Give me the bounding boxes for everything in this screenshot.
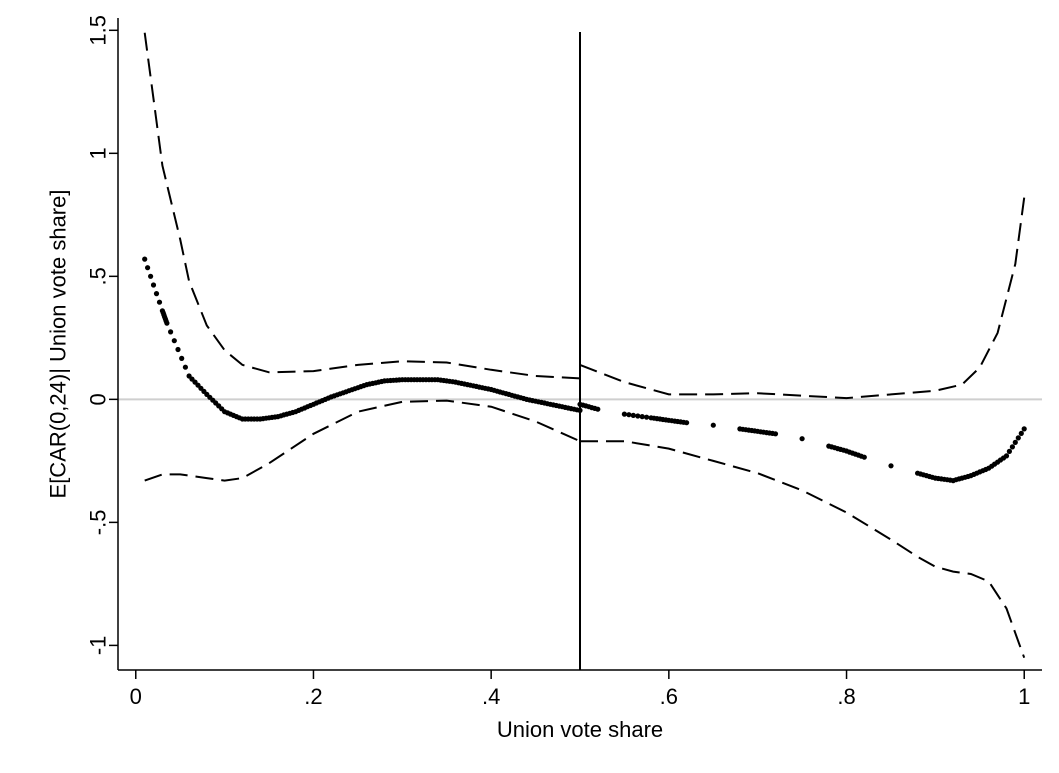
data-point [684, 420, 690, 426]
y-tick-label: -.5 [86, 510, 111, 536]
data-point [799, 436, 805, 442]
data-point [168, 329, 174, 335]
data-point [644, 414, 650, 420]
data-point [772, 431, 779, 437]
data-point [142, 256, 148, 262]
y-axis-title: E[CAR(0,24)| Union vote share] [46, 190, 71, 499]
data-point [150, 282, 157, 288]
data-point [1006, 448, 1013, 454]
data-point [175, 346, 181, 353]
data-point [595, 406, 601, 412]
x-tick-label: .8 [837, 684, 855, 709]
x-tick-label: .6 [660, 684, 678, 709]
data-point [630, 412, 636, 418]
x-tick-label: 0 [130, 684, 142, 709]
data-point [1009, 444, 1016, 450]
confidence-band-line-3 [144, 399, 581, 482]
x-tick-label: .2 [304, 684, 322, 709]
x-tick-label: 1 [1018, 684, 1030, 709]
x-axis-title: Union vote share [497, 717, 663, 742]
data-point [156, 299, 163, 305]
data-point [148, 273, 154, 279]
y-tick-label: 0 [86, 393, 111, 405]
data-point [179, 355, 185, 361]
data-point [621, 411, 628, 417]
data-point [182, 364, 188, 370]
data-point [888, 463, 894, 469]
data-point [1003, 453, 1010, 459]
data-point [626, 412, 632, 418]
axes: 0 .2 .4 .6 .8 1 -1 -.5 0 .5 1 1.5 [86, 15, 1042, 709]
y-tick-label: 1 [86, 147, 111, 159]
data-point [145, 265, 151, 271]
data-point [153, 291, 160, 297]
confidence-band-line-4 [580, 440, 1026, 659]
data-point [710, 422, 716, 428]
data-point [164, 320, 170, 326]
data-point [1012, 439, 1018, 445]
data-point [635, 413, 641, 419]
x-tick-label: .4 [482, 684, 500, 709]
confidence-band-line-1 [143, 32, 581, 380]
y-tick-label: 1.5 [86, 15, 111, 46]
data-point [171, 338, 177, 344]
confidence-band-line-2 [579, 197, 1026, 400]
fitted-points [142, 256, 1027, 484]
confidence-bands [143, 32, 1026, 659]
data-point [1018, 430, 1024, 436]
data-point [639, 414, 645, 420]
y-tick-label: .5 [86, 267, 111, 285]
data-point [1015, 435, 1021, 441]
data-point [861, 454, 867, 460]
y-tick-label: -1 [86, 636, 111, 656]
data-point [1021, 426, 1027, 432]
